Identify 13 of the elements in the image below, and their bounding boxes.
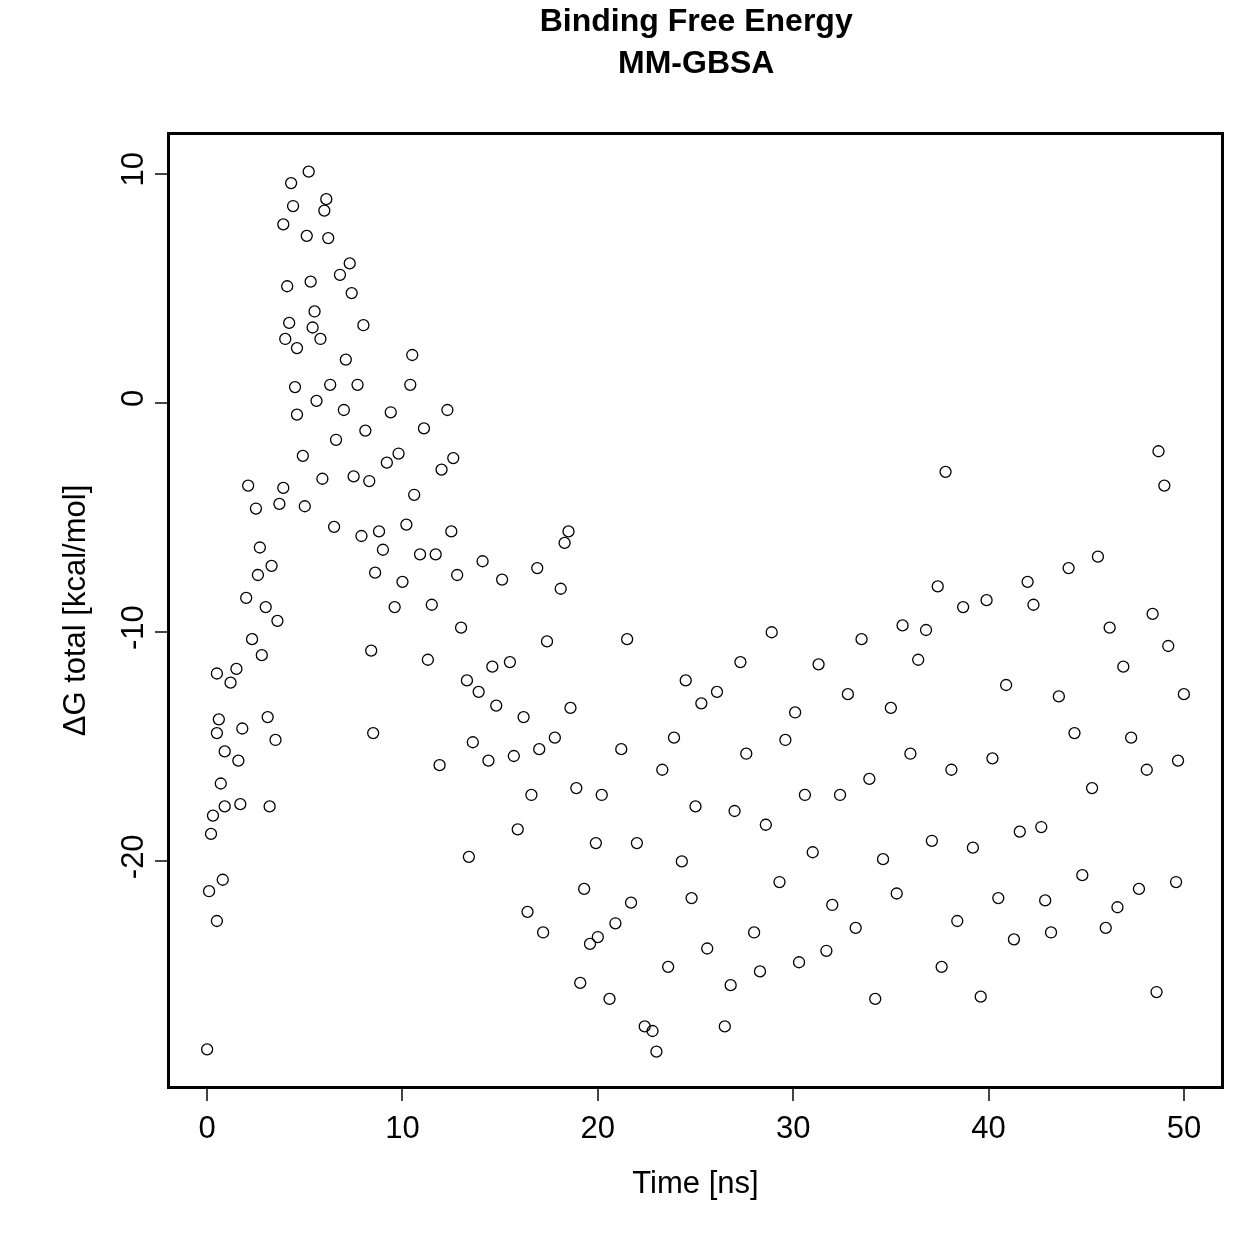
y-tick-label: -20 (114, 834, 150, 880)
x-tick-label: 40 (971, 1109, 1006, 1145)
x-axis-title: Time [ns] (632, 1165, 759, 1201)
y-tick-label: 10 (114, 152, 150, 187)
y-axis-title: ΔG total [kcal/mol] (57, 484, 93, 737)
x-tick-label: 20 (580, 1109, 616, 1145)
y-tick-label: -10 (114, 605, 150, 651)
x-tick-label: 10 (385, 1109, 420, 1145)
x-tick-label: 50 (1166, 1109, 1202, 1145)
x-tick-label: 0 (198, 1109, 216, 1145)
chart-title: Binding Free Energy MM-GBSA (539, 2, 853, 81)
x-tick-label: 30 (775, 1109, 811, 1145)
y-tick-label: 0 (114, 389, 150, 408)
